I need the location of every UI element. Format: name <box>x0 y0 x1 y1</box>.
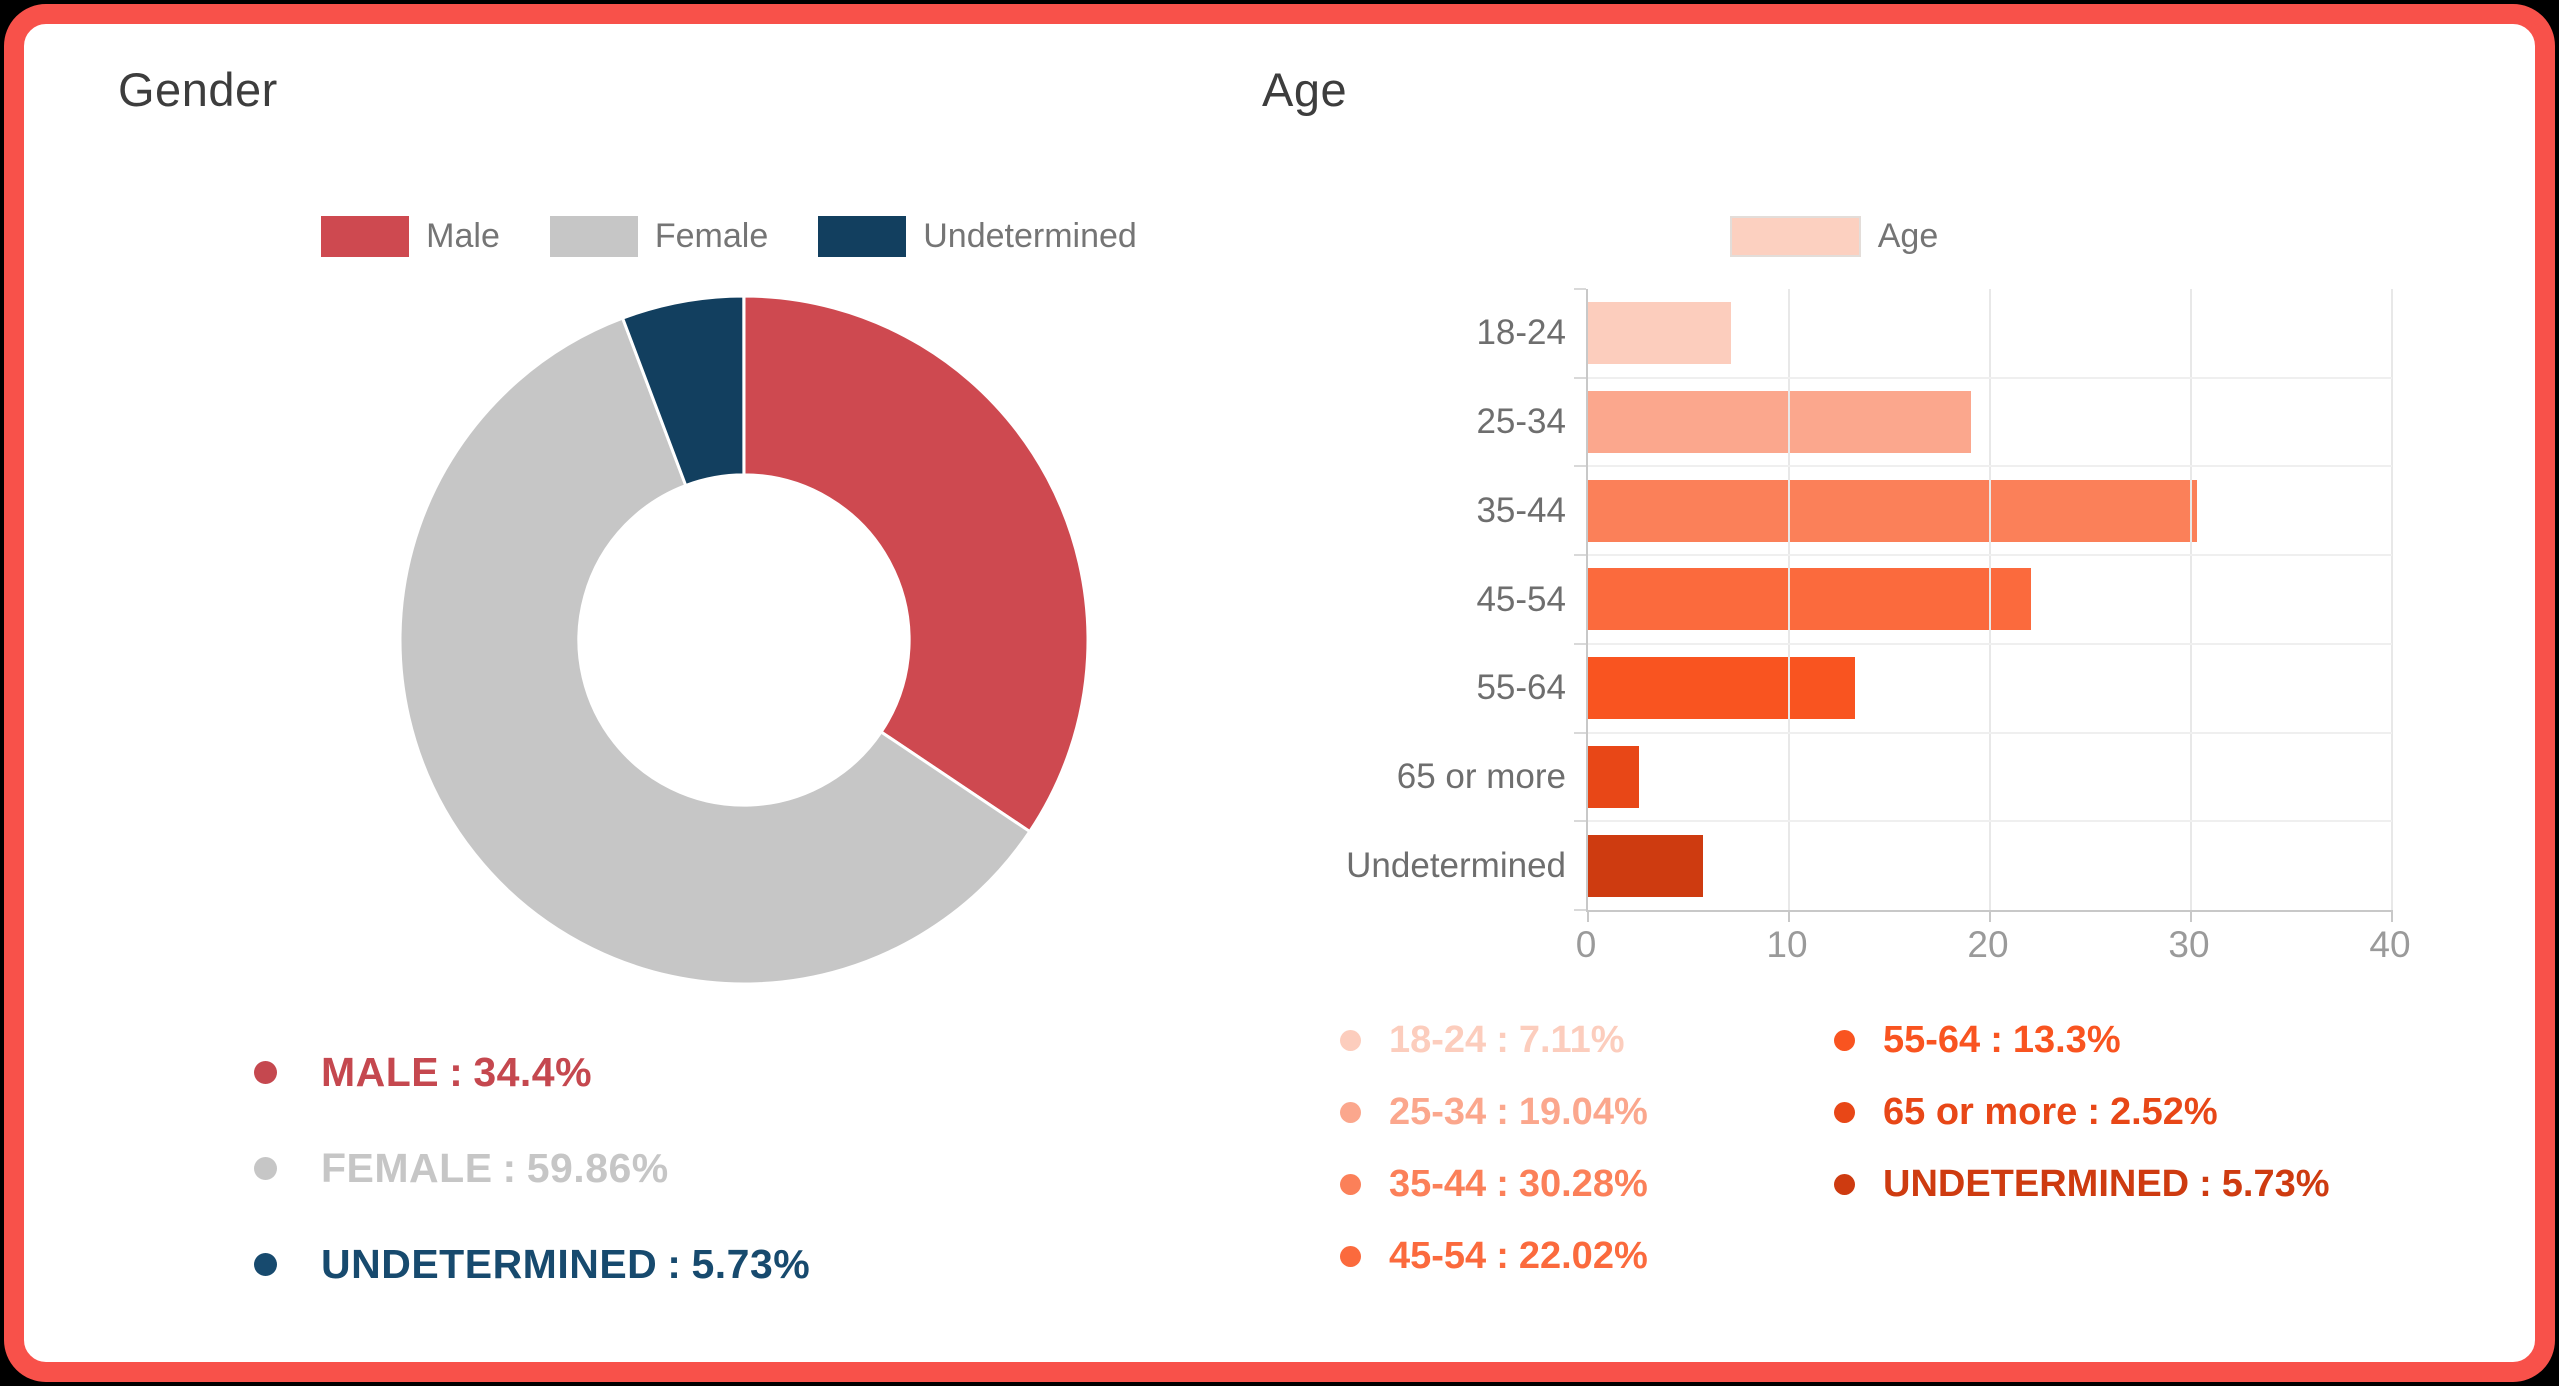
bullet-icon <box>1834 1101 1855 1123</box>
age-stats-column-2: 55-64:13.3% 65 or more:2.52% UNDETERMINE… <box>1834 1004 2330 1220</box>
horizontal-gridline <box>1588 376 2392 379</box>
legend-item-male[interactable]: Male <box>321 216 500 257</box>
age-category-axis: 18-24 25-34 35-44 45-54 55-64 65 or more… <box>1324 289 1586 910</box>
xtick-20: 20 <box>1967 924 2009 965</box>
age-stat-65-or-more: 65 or more:2.52% <box>1834 1076 2330 1148</box>
age-swatch <box>1729 216 1861 257</box>
donut-segment-undetermined[interactable] <box>621 294 746 488</box>
axis-tick <box>1587 910 1589 922</box>
axis-tick <box>1574 376 1586 379</box>
xtick-30: 30 <box>2168 924 2210 965</box>
axis-tick <box>1788 910 1790 922</box>
axis-tick <box>1989 910 1991 922</box>
age-bar-chart: 18-24 25-34 35-44 45-54 55-64 65 or more… <box>1324 288 2411 965</box>
axis-tick <box>1574 909 1586 911</box>
bullet-icon <box>1340 1245 1361 1267</box>
age-stats-column-1: 18-24:7.11% 25-34:19.04% 35-44:30.28% 45… <box>1340 1004 1648 1292</box>
category-label-55-64: 55-64 <box>1476 668 1566 708</box>
female-bullet-icon <box>254 1156 277 1180</box>
bullet-icon <box>1340 1029 1361 1051</box>
age-chart-title: Age <box>1262 63 1348 116</box>
bullet-icon <box>1834 1029 1855 1051</box>
horizontal-gridline <box>1588 465 2392 468</box>
bar-18-24[interactable] <box>1588 302 1731 365</box>
female-legend-label: Female <box>654 217 769 255</box>
category-label-undetermined: Undetermined <box>1346 845 1566 885</box>
axis-tick <box>1574 288 1586 290</box>
axis-tick <box>1574 642 1586 645</box>
category-label-35-44: 35-44 <box>1476 490 1566 530</box>
axis-tick <box>1574 731 1586 734</box>
legend-item-age[interactable]: Age <box>1729 216 1939 257</box>
stat-label: MALE <box>321 1048 440 1095</box>
axis-tick <box>1574 820 1586 823</box>
axis-tick <box>1574 465 1586 468</box>
male-swatch <box>321 216 410 257</box>
legend-item-undetermined[interactable]: Undetermined <box>818 216 1137 257</box>
xtick-40: 40 <box>2369 924 2411 965</box>
bar-35-44[interactable] <box>1588 479 2197 542</box>
bar-25-34[interactable] <box>1588 391 1971 454</box>
horizontal-gridline <box>1588 642 2392 645</box>
bullet-icon <box>1340 1173 1361 1195</box>
donut-segment-male[interactable] <box>742 294 1090 834</box>
male-bullet-icon <box>254 1060 277 1084</box>
undetermined-bullet-icon <box>254 1252 277 1276</box>
age-stat-45-54: 45-54:22.02% <box>1340 1220 1648 1292</box>
bar-undetermined[interactable] <box>1588 834 1704 897</box>
bar-45-54[interactable] <box>1588 568 2031 631</box>
gender-chart-title: Gender <box>118 63 278 116</box>
age-plot-area <box>1574 288 2393 922</box>
age-stat-55-64: 55-64:13.3% <box>1834 1004 2330 1076</box>
age-stat-undetermined: UNDETERMINED:5.73% <box>1834 1148 2330 1220</box>
stat-value: 34.4% <box>473 1048 593 1095</box>
xtick-10: 10 <box>1766 924 1808 965</box>
vertical-gridline <box>2391 289 2393 910</box>
age-stat-35-44: 35-44:30.28% <box>1340 1148 1648 1220</box>
gender-stat-undetermined: UNDETERMINED:5.73% <box>254 1216 810 1312</box>
horizontal-gridline <box>1588 731 2392 734</box>
age-value-axis: 0 10 20 30 40 <box>1576 924 2411 974</box>
age-stat-18-24: 18-24:7.11% <box>1340 1004 1648 1076</box>
age-legend-label: Age <box>1877 217 1939 255</box>
female-swatch <box>549 216 638 257</box>
male-legend-label: Male <box>426 217 500 255</box>
vertical-gridline <box>2190 289 2192 910</box>
stat-label: FEMALE <box>321 1144 493 1191</box>
bar-55-64[interactable] <box>1588 657 1856 720</box>
category-label-45-54: 45-54 <box>1476 579 1566 619</box>
undetermined-swatch <box>818 216 907 257</box>
axis-tick <box>2190 910 2192 922</box>
gender-stat-female: FEMALE:59.86% <box>254 1120 810 1216</box>
bar-65-or-more[interactable] <box>1588 745 1639 808</box>
axis-tick <box>1574 554 1586 557</box>
category-label-18-24: 18-24 <box>1476 313 1566 353</box>
vertical-gridline <box>1989 289 1991 910</box>
legend-item-female[interactable]: Female <box>549 216 769 257</box>
undetermined-legend-label: Undetermined <box>923 217 1137 255</box>
stat-value: 59.86% <box>526 1144 669 1191</box>
horizontal-gridline <box>1588 820 2392 823</box>
gender-legend: Male Female Undetermined <box>144 216 1314 257</box>
category-label-65-or-more: 65 or more <box>1396 756 1566 796</box>
age-legend: Age <box>1314 216 2354 257</box>
stat-value: 5.73% <box>691 1240 811 1287</box>
horizontal-gridline <box>1588 554 2392 557</box>
gender-donut-chart <box>396 292 1092 988</box>
axis-tick <box>2391 910 2393 922</box>
gender-stats-list: MALE:34.4% FEMALE:59.86% UNDETERMINED:5.… <box>254 1024 810 1312</box>
age-stat-25-34: 25-34:19.04% <box>1340 1076 1648 1148</box>
vertical-gridline <box>1788 289 1790 910</box>
bullet-icon <box>1340 1101 1361 1123</box>
stat-label: UNDETERMINED <box>321 1240 658 1287</box>
dashboard-card: Gender Male Female Undetermined MALE:34.… <box>4 4 2555 1382</box>
bullet-icon <box>1834 1173 1855 1195</box>
xtick-0: 0 <box>1575 924 1597 965</box>
category-label-25-34: 25-34 <box>1476 402 1566 442</box>
gender-stat-male: MALE:34.4% <box>254 1024 810 1120</box>
donut-segment-female[interactable] <box>398 316 1032 986</box>
